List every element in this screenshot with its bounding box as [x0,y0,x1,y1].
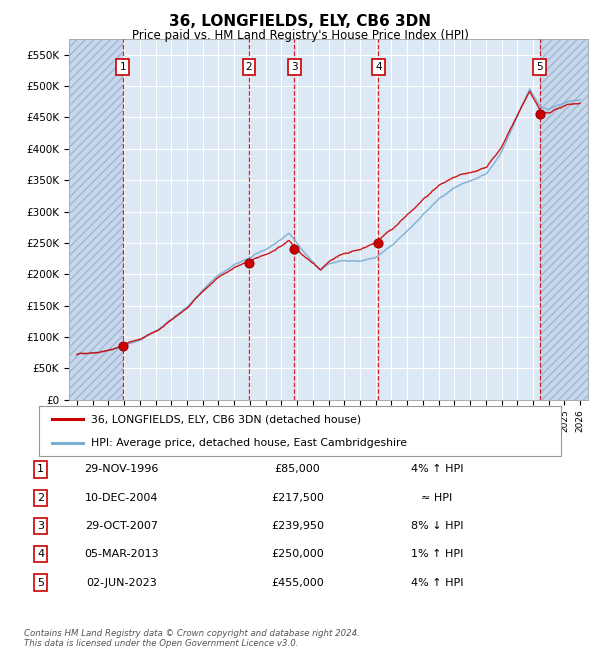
Text: Price paid vs. HM Land Registry's House Price Index (HPI): Price paid vs. HM Land Registry's House … [131,29,469,42]
Text: 4% ↑ HPI: 4% ↑ HPI [410,465,463,474]
Text: 8% ↓ HPI: 8% ↓ HPI [410,521,463,531]
Text: Contains HM Land Registry data © Crown copyright and database right 2024.
This d: Contains HM Land Registry data © Crown c… [24,629,360,648]
Text: 3: 3 [37,521,44,531]
Text: £239,950: £239,950 [271,521,324,531]
Text: £217,500: £217,500 [271,493,324,502]
Text: £455,000: £455,000 [271,577,324,588]
Text: 2: 2 [245,62,252,72]
Text: £85,000: £85,000 [275,465,320,474]
Text: 4: 4 [375,62,382,72]
Text: 1% ↑ HPI: 1% ↑ HPI [411,549,463,559]
Text: 29-OCT-2007: 29-OCT-2007 [85,521,158,531]
Text: 10-DEC-2004: 10-DEC-2004 [85,493,158,502]
Text: 3: 3 [291,62,298,72]
Text: 02-JUN-2023: 02-JUN-2023 [86,577,157,588]
Text: 4: 4 [37,549,44,559]
Text: 5: 5 [536,62,543,72]
Text: 05-MAR-2013: 05-MAR-2013 [85,549,159,559]
Bar [69,39,122,400]
Text: HPI: Average price, detached house, East Cambridgeshire: HPI: Average price, detached house, East… [91,437,407,448]
Text: £250,000: £250,000 [271,549,324,559]
Text: 2: 2 [37,493,44,502]
Text: 36, LONGFIELDS, ELY, CB6 3DN: 36, LONGFIELDS, ELY, CB6 3DN [169,14,431,29]
Text: ≈ HPI: ≈ HPI [421,493,452,502]
Text: 5: 5 [37,577,44,588]
Text: 1: 1 [37,465,44,474]
Text: 4% ↑ HPI: 4% ↑ HPI [410,577,463,588]
Text: 36, LONGFIELDS, ELY, CB6 3DN (detached house): 36, LONGFIELDS, ELY, CB6 3DN (detached h… [91,414,361,424]
Text: 1: 1 [119,62,126,72]
Bar [539,39,588,400]
Text: 29-NOV-1996: 29-NOV-1996 [85,465,159,474]
